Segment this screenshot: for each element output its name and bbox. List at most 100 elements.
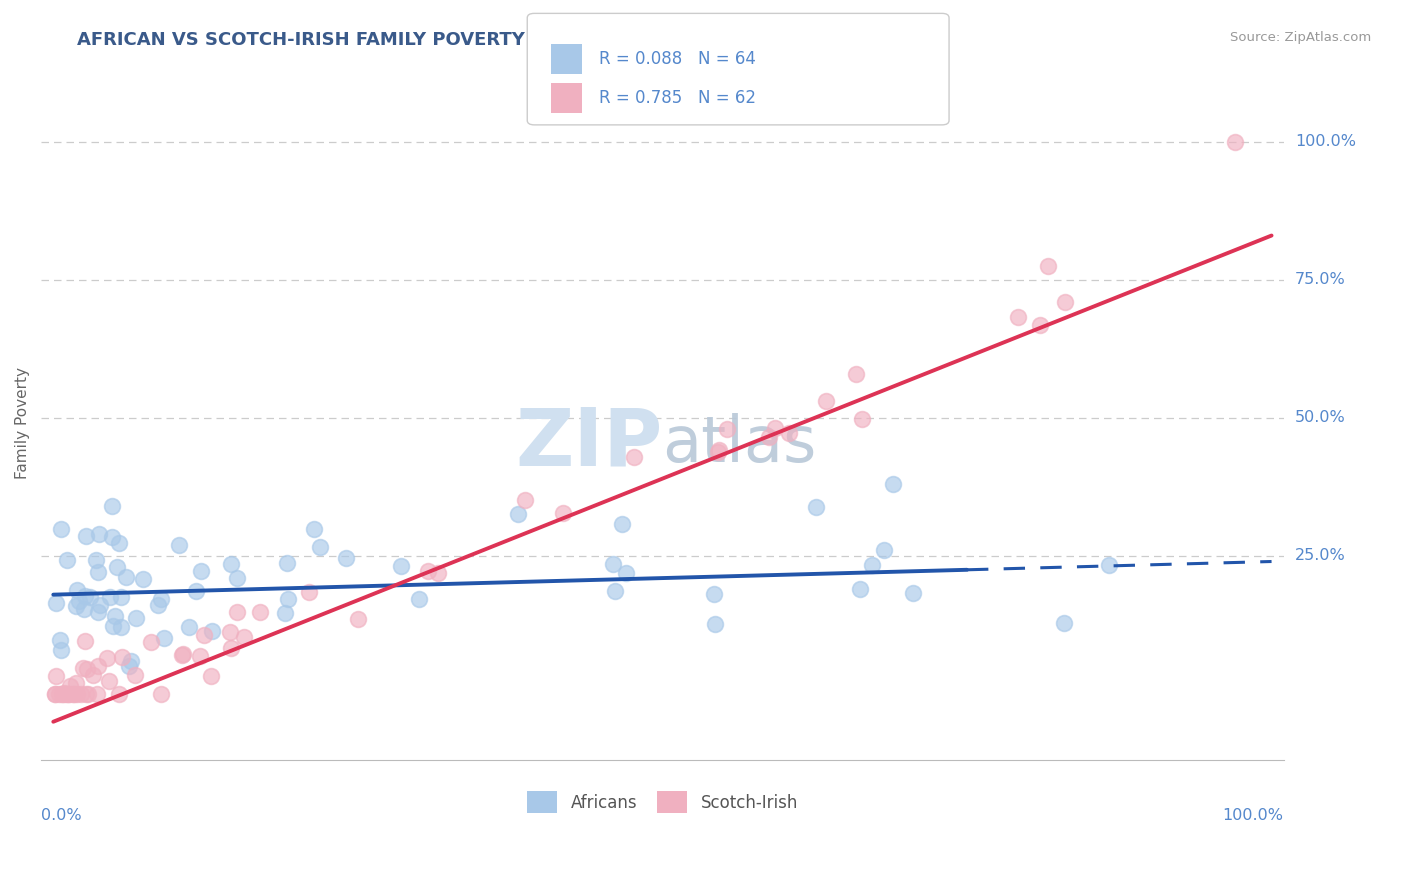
Point: [120, 654, 142, 668]
Point: [104, 608, 127, 623]
Point: [146, 598, 169, 612]
Point: [153, 631, 176, 645]
Point: [873, 543, 896, 558]
Text: R = 0.785   N = 62: R = 0.785 N = 62: [599, 89, 756, 107]
Text: 0.0%: 0.0%: [41, 807, 82, 822]
Point: [1053, 615, 1076, 630]
Point: [221, 641, 243, 656]
Point: [704, 617, 727, 632]
Y-axis label: Family Poverty: Family Poverty: [15, 368, 30, 479]
Point: [65, 599, 87, 613]
Point: [1007, 310, 1029, 325]
Point: [67, 594, 90, 608]
Point: [150, 592, 173, 607]
Point: [98, 673, 121, 688]
Point: [66, 687, 89, 701]
Point: [849, 582, 872, 597]
Point: [276, 556, 298, 570]
Point: [72, 661, 94, 675]
Point: [901, 586, 924, 600]
Point: [716, 422, 738, 436]
Point: [118, 659, 141, 673]
Point: [814, 394, 837, 409]
Text: 100.0%: 100.0%: [1223, 807, 1284, 822]
Point: [86, 566, 108, 580]
Point: [52, 686, 75, 700]
Point: [610, 516, 633, 531]
Point: [110, 620, 132, 634]
Point: [778, 426, 800, 441]
Point: [82, 667, 104, 681]
Point: [108, 535, 131, 549]
Point: [190, 564, 212, 578]
Point: [177, 620, 200, 634]
Point: [219, 557, 242, 571]
Point: [56, 552, 79, 566]
Point: [188, 648, 211, 663]
Point: [709, 442, 731, 457]
Point: [233, 630, 256, 644]
Text: 100.0%: 100.0%: [1295, 134, 1355, 149]
Point: [86, 687, 108, 701]
Point: [44, 687, 66, 701]
Point: [110, 590, 132, 604]
Point: [62, 687, 84, 701]
Point: [107, 687, 129, 701]
Point: [1098, 558, 1121, 572]
Point: [508, 508, 530, 522]
Point: [277, 592, 299, 607]
Point: [201, 624, 224, 638]
Text: 25.0%: 25.0%: [1295, 549, 1346, 564]
Text: 50.0%: 50.0%: [1295, 410, 1346, 425]
Point: [84, 553, 107, 567]
Legend: Africans, Scotch-Irish: Africans, Scotch-Irish: [520, 785, 804, 820]
Point: [124, 668, 146, 682]
Point: [125, 611, 148, 625]
Point: [96, 650, 118, 665]
Text: ZIP: ZIP: [515, 405, 662, 483]
Point: [105, 560, 128, 574]
Point: [52, 687, 75, 701]
Point: [87, 527, 110, 541]
Point: [44, 687, 66, 701]
Point: [48, 687, 70, 701]
Point: [416, 564, 439, 578]
Point: [114, 569, 136, 583]
Point: [103, 619, 125, 633]
Point: [226, 571, 249, 585]
Point: [551, 506, 574, 520]
Point: [860, 558, 883, 573]
Point: [273, 607, 295, 621]
Point: [219, 624, 242, 639]
Point: [603, 583, 626, 598]
Text: R = 0.088   N = 64: R = 0.088 N = 64: [599, 50, 756, 68]
Point: [56, 687, 79, 701]
Point: [706, 445, 728, 459]
Point: [75, 633, 97, 648]
Text: AFRICAN VS SCOTCH-IRISH FAMILY POVERTY CORRELATION CHART: AFRICAN VS SCOTCH-IRISH FAMILY POVERTY C…: [77, 31, 747, 49]
Point: [98, 590, 121, 604]
Point: [101, 499, 124, 513]
Point: [49, 522, 72, 536]
Point: [1223, 135, 1246, 149]
Point: [49, 643, 72, 657]
Point: [193, 628, 215, 642]
Point: [76, 662, 98, 676]
Text: 75.0%: 75.0%: [1295, 272, 1346, 287]
Point: [623, 450, 645, 465]
Point: [87, 659, 110, 673]
Point: [298, 585, 321, 599]
Point: [132, 573, 155, 587]
Text: atlas: atlas: [662, 413, 817, 475]
Point: [73, 589, 96, 603]
Point: [882, 477, 904, 491]
Point: [703, 587, 725, 601]
Point: [184, 584, 207, 599]
Point: [1053, 295, 1076, 310]
Point: [302, 523, 325, 537]
Point: [513, 493, 536, 508]
Point: [309, 540, 332, 554]
Point: [167, 538, 190, 552]
Point: [225, 605, 247, 619]
Point: [70, 687, 93, 701]
